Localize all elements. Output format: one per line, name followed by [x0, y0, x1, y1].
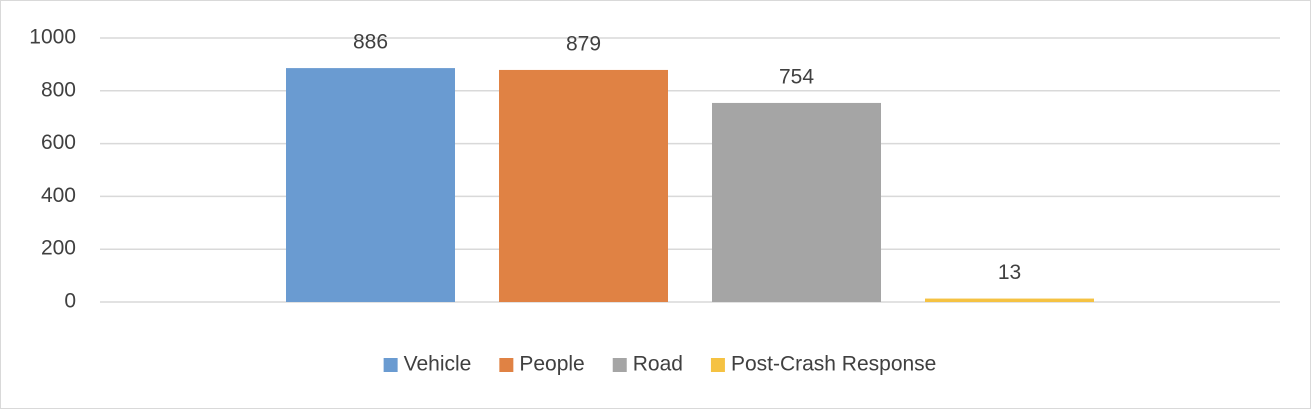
bar	[925, 298, 1094, 302]
legend-label: Road	[633, 353, 683, 376]
data-label: 879	[566, 32, 601, 55]
y-tick-label: 600	[41, 131, 76, 154]
data-label: 13	[998, 261, 1021, 284]
data-label: 754	[779, 65, 814, 88]
legend-swatch	[383, 358, 398, 372]
bar	[286, 68, 455, 302]
y-tick-label: 1000	[29, 26, 76, 49]
legend-swatch	[499, 358, 514, 372]
legend-swatch	[710, 358, 725, 372]
legend-label: People	[519, 353, 584, 376]
legend-label: Post-Crash Response	[731, 353, 936, 376]
y-tick-label: 200	[41, 237, 76, 260]
bar	[499, 69, 668, 302]
legend-swatch	[612, 358, 627, 372]
y-tick-label: 800	[41, 78, 76, 101]
data-label: 886	[353, 31, 388, 54]
y-tick-label: 400	[41, 184, 76, 207]
legend-label: Vehicle	[404, 353, 472, 376]
y-tick-label: 0	[64, 290, 76, 313]
bar	[712, 102, 881, 302]
